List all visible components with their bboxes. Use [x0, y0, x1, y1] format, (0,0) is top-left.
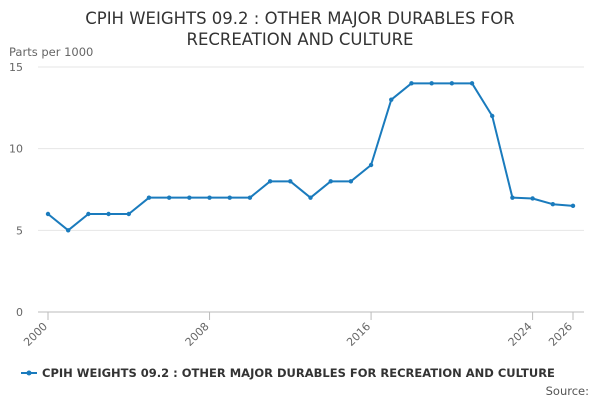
- data-point[interactable]: [288, 179, 293, 184]
- data-point[interactable]: [429, 81, 434, 86]
- y-axis-label: Parts per 1000: [9, 45, 93, 59]
- data-point[interactable]: [348, 179, 354, 184]
- data-point[interactable]: [207, 195, 212, 200]
- legend[interactable]: CPIH WEIGHTS 09.2 : OTHER MAJOR DURABLES…: [21, 366, 555, 380]
- data-point[interactable]: [530, 196, 535, 201]
- x-tick-label: 2008: [183, 320, 212, 349]
- grid-layer: 0 5 10 15: [9, 61, 584, 319]
- series-layer: [45, 81, 576, 233]
- source-label: Source:: [546, 384, 589, 398]
- data-point[interactable]: [308, 195, 313, 200]
- data-point[interactable]: [126, 211, 131, 217]
- series-line[interactable]: [47, 82, 574, 232]
- x-tick-label: 2024: [506, 320, 535, 349]
- data-point[interactable]: [449, 81, 455, 86]
- data-point[interactable]: [490, 113, 495, 119]
- legend-point-swatch: [26, 370, 32, 376]
- data-point[interactable]: [389, 97, 394, 102]
- data-point[interactable]: [227, 195, 232, 200]
- x-axis: 2000 2008 2016 2024 2026: [21, 312, 575, 349]
- data-point[interactable]: [86, 211, 91, 217]
- data-point[interactable]: [146, 195, 152, 200]
- legend-label: CPIH WEIGHTS 09.2 : OTHER MAJOR DURABLES…: [42, 366, 555, 380]
- data-point[interactable]: [409, 81, 414, 86]
- data-point[interactable]: [187, 195, 192, 200]
- data-point[interactable]: [328, 179, 333, 184]
- data-point[interactable]: [510, 195, 515, 200]
- data-point[interactable]: [469, 81, 475, 86]
- data-point[interactable]: [550, 202, 556, 207]
- data-point[interactable]: [247, 195, 253, 200]
- data-point[interactable]: [267, 179, 273, 184]
- x-tick-label: 2000: [21, 320, 50, 349]
- x-tick-label: 2026: [546, 320, 575, 349]
- y-tick-label: 15: [9, 61, 23, 74]
- data-point[interactable]: [106, 211, 111, 217]
- x-tick-label: 2016: [344, 320, 373, 349]
- data-point[interactable]: [570, 203, 576, 209]
- y-tick-label: 0: [16, 306, 23, 319]
- data-point[interactable]: [45, 211, 51, 217]
- data-point[interactable]: [65, 228, 71, 233]
- data-point[interactable]: [368, 162, 374, 168]
- y-tick-label: 5: [16, 224, 23, 237]
- chart-title-line-1: CPIH WEIGHTS 09.2 : OTHER MAJOR DURABLES…: [85, 9, 515, 28]
- y-tick-label: 10: [9, 143, 23, 156]
- data-point[interactable]: [166, 195, 172, 200]
- chart-title-line-2: RECREATION AND CULTURE: [187, 30, 414, 49]
